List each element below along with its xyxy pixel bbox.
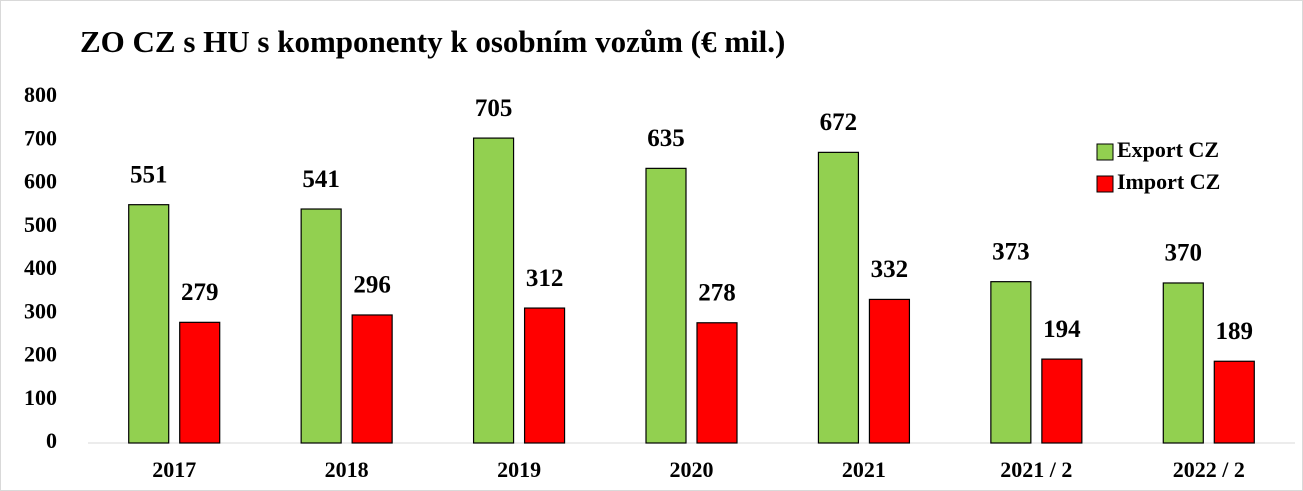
data-label: 551 (130, 161, 168, 188)
bar (990, 281, 1032, 444)
data-label: 373 (992, 238, 1030, 265)
bar (472, 137, 515, 444)
chart-title: ZO CZ s HU s komponenty k osobním vozům … (80, 24, 785, 59)
y-tick-label: 700 (24, 125, 57, 150)
bar (696, 322, 738, 444)
y-tick-label: 400 (24, 255, 57, 280)
legend-label: Export CZ (1117, 137, 1219, 162)
x-tick-label: 2019 (497, 457, 541, 482)
bar (351, 314, 393, 444)
data-label: 370 (1165, 240, 1203, 267)
y-tick-label: 600 (24, 169, 57, 194)
y-tick-label: 800 (24, 82, 57, 107)
y-tick-label: 100 (24, 385, 57, 410)
y-tick-label: 0 (46, 428, 57, 453)
x-tick-label: 2020 (670, 457, 714, 482)
data-label: 312 (526, 265, 564, 292)
data-label: 279 (181, 279, 219, 306)
bar (817, 151, 860, 444)
bar (868, 298, 911, 444)
data-label: 194 (1043, 316, 1081, 343)
x-tick-label: 2018 (325, 457, 369, 482)
legend-swatch (1096, 175, 1114, 193)
data-label: 278 (698, 279, 736, 306)
bar (1162, 282, 1204, 444)
y-tick-label: 500 (24, 212, 57, 237)
data-label: 672 (820, 109, 858, 136)
data-label: 332 (871, 256, 909, 283)
bar (128, 204, 170, 444)
y-tick-label: 300 (24, 298, 57, 323)
data-label: 705 (475, 95, 513, 122)
x-tick-label: 2017 (152, 457, 196, 482)
x-tick-label: 2021 (842, 457, 886, 482)
data-label: 296 (353, 272, 391, 299)
legend-label: Import CZ (1117, 169, 1220, 194)
bar (1213, 360, 1255, 444)
data-label: 541 (302, 166, 340, 193)
y-tick-label: 200 (24, 342, 57, 367)
bar (523, 307, 566, 444)
x-tick-label: 2022 / 2 (1173, 457, 1245, 482)
data-label: 189 (1216, 318, 1254, 345)
x-tick-label: 2021 / 2 (1000, 457, 1072, 482)
bar (1041, 358, 1083, 444)
bar (179, 321, 221, 444)
data-label: 635 (647, 125, 685, 152)
bar (645, 167, 687, 444)
bar (300, 208, 342, 444)
legend-swatch (1096, 143, 1114, 161)
